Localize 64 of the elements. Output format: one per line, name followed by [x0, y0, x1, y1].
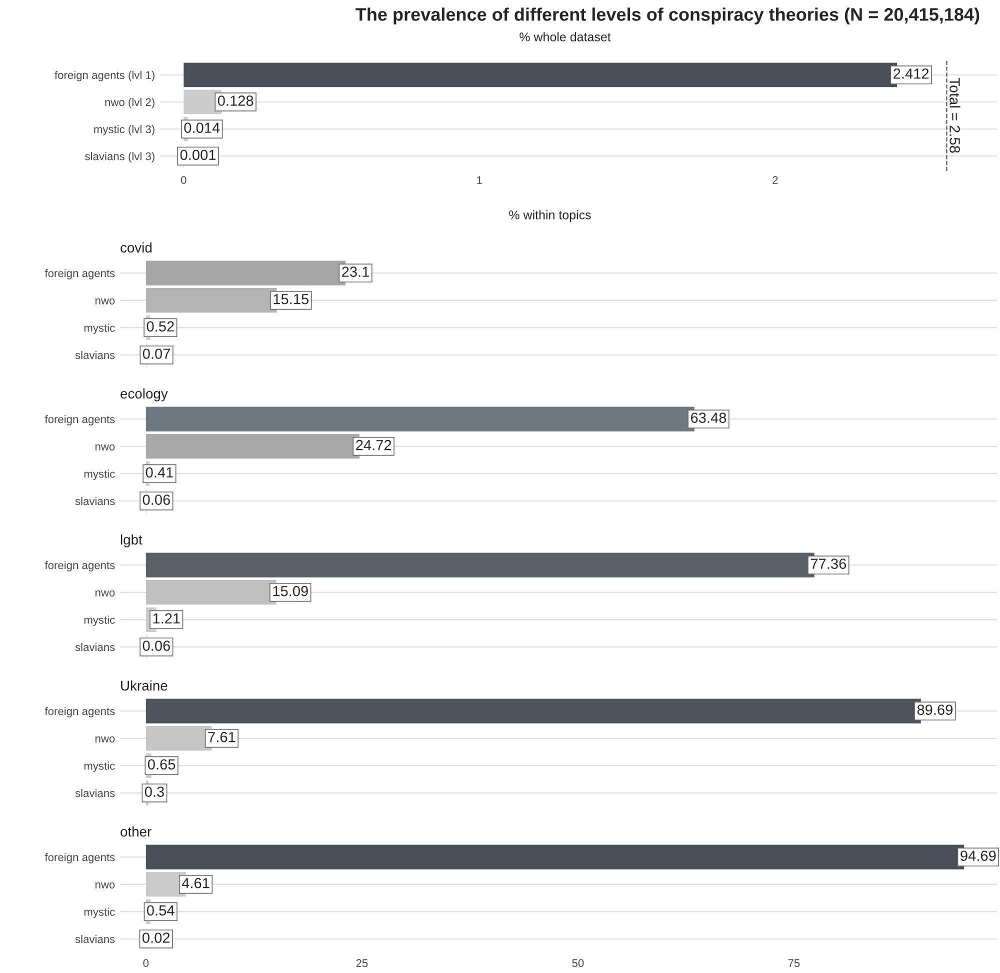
chart-title: covid — [120, 242, 152, 253]
chart-title: other — [120, 826, 152, 837]
y-tick-label: mystic — [84, 470, 115, 480]
data-label: 15.15 — [274, 294, 309, 304]
y-tick-label: foreign agents — [44, 415, 115, 426]
y-tick-label: nwo — [95, 736, 115, 742]
data-label: 0.06 — [142, 640, 170, 651]
x-tick-label: 50 — [572, 959, 584, 968]
y-tick-label: slavians — [75, 642, 115, 652]
chart-title: lgbt — [120, 534, 142, 548]
y-tick-label: slavians — [75, 496, 115, 506]
data-label: 0.54 — [146, 905, 174, 916]
data-label: 77.36 — [810, 558, 846, 569]
chart-title: ecology — [120, 388, 168, 402]
data-label: 0.014 — [184, 122, 220, 133]
data-label: 89.69 — [917, 704, 953, 715]
y-tick-label: foreign agents — [44, 269, 115, 280]
x-tick-label: 1 — [477, 176, 482, 184]
data-label: 0.41 — [146, 467, 173, 478]
data-label: 2.412 — [894, 68, 929, 79]
data-label: 0.06 — [142, 494, 170, 505]
y-tick-label: slavians — [75, 788, 115, 798]
data-label: 23.1 — [342, 266, 370, 277]
y-tick-label: mystic — [84, 616, 115, 626]
data-label: 0.128 — [218, 96, 254, 106]
ref-line-label: Total = 2.58 — [950, 78, 960, 153]
y-tick-label: mystic (lvl 3) — [94, 125, 154, 136]
y-tick-label: foreign agents — [44, 561, 115, 572]
y-tick-label: nwo — [95, 298, 115, 304]
y-tick-label: mystic — [84, 762, 115, 772]
data-label: 7.61 — [208, 732, 236, 742]
data-label: 94.69 — [960, 850, 996, 861]
y-tick-label: nwo — [95, 882, 115, 888]
x-tick-label: 25 — [356, 959, 368, 968]
text: % within topics — [509, 210, 591, 222]
chart-title: The prevalence of different levels of conspiracy theories (N = 20,415,184) — [356, 8, 980, 24]
data-label: 24.72 — [356, 440, 392, 450]
y-tick-label: foreign agents — [44, 707, 115, 718]
x-tick-label: 2 — [772, 176, 778, 184]
y-tick-label: slavians — [75, 350, 115, 360]
y-tick-label: foreign agents — [44, 853, 115, 864]
chart-title: Ukraine — [121, 680, 168, 691]
data-label: 1.21 — [153, 613, 180, 624]
data-label: 0.07 — [142, 348, 170, 359]
y-tick-label: slavians — [75, 934, 115, 944]
data-label: 4.61 — [182, 878, 210, 888]
y-tick-label: nwo — [95, 590, 115, 596]
data-label: 0.001 — [180, 150, 216, 160]
data-label: 0.52 — [146, 321, 174, 332]
data-label: 0.65 — [148, 759, 176, 770]
y-tick-label: mystic — [84, 908, 115, 918]
y-tick-label: nwo — [95, 444, 115, 450]
x-tick-label: 0 — [181, 176, 186, 184]
data-label: 15.09 — [273, 586, 308, 596]
y-tick-label: foreign agents (lvl 1) — [54, 70, 154, 82]
chart-subtitle: % whole dataset — [520, 32, 611, 42]
y-tick-label: slavians (lvl 3) — [85, 152, 154, 162]
data-label: 0.02 — [142, 932, 170, 943]
y-tick-label: nwo (lvl 2) — [105, 98, 154, 108]
data-label: 63.48 — [690, 412, 726, 423]
data-label: 0.3 — [144, 786, 164, 797]
y-tick-label: mystic — [84, 324, 115, 334]
x-tick-label: 75 — [788, 959, 800, 968]
x-tick-label: 0 — [143, 959, 149, 968]
